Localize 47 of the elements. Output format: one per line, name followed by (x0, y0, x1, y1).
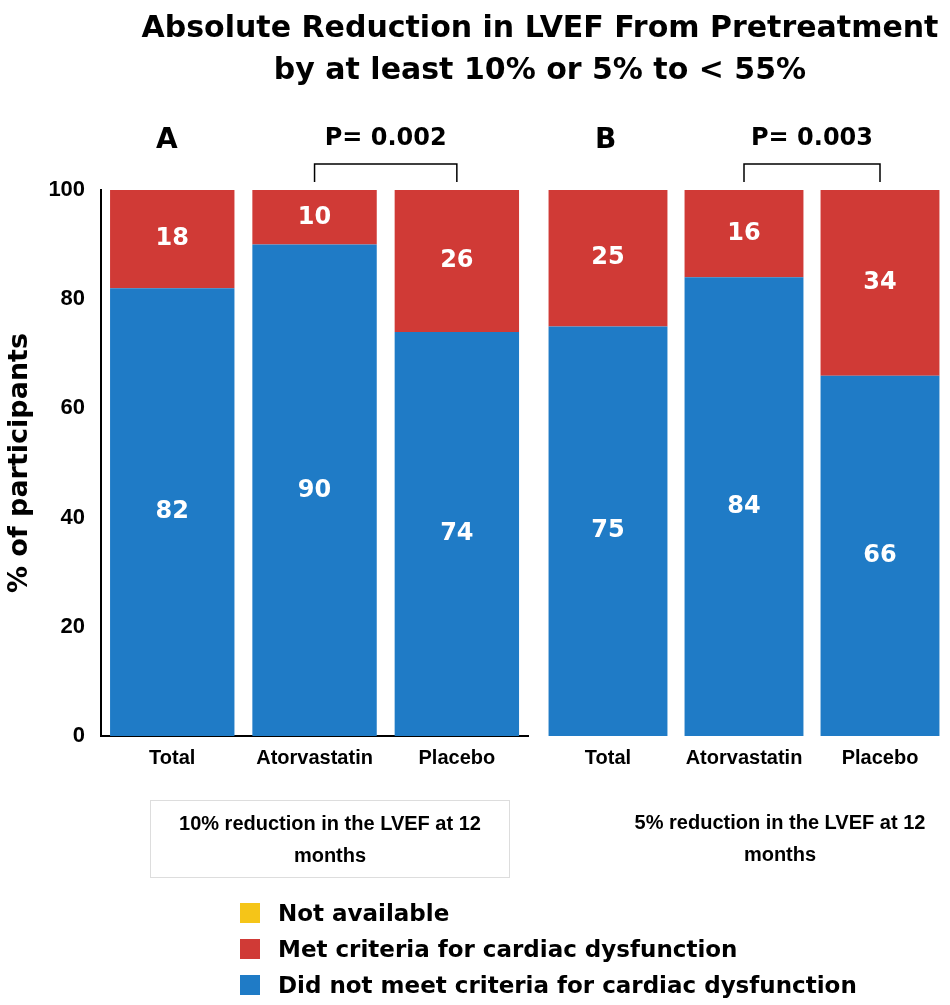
y-tick-label: 20 (60, 612, 86, 638)
data-label: 10 (297, 201, 332, 230)
data-label: 90 (297, 474, 332, 503)
x-tick-label: Placebo (418, 745, 496, 768)
x-tick-label: Placebo (841, 745, 919, 768)
x-tick-label: Atorvastatin (685, 745, 803, 768)
bar (548, 190, 668, 327)
bar (252, 190, 377, 245)
data-label: 75 (591, 515, 625, 544)
data-label: 66 (863, 540, 897, 569)
legend-label: Did not meet criteria for cardiac dysfunction (278, 972, 857, 998)
x-tick-label: Total (584, 745, 632, 768)
bar (684, 277, 804, 736)
y-axis-title: % of participants (2, 332, 34, 594)
legend-label: Met criteria for cardiac dysfunction (278, 936, 738, 962)
y-tick-label: 80 (60, 285, 86, 311)
bar (394, 190, 520, 332)
bar (820, 190, 940, 376)
data-label: 84 (727, 490, 761, 519)
bar (394, 331, 520, 736)
text: P= 0.003 (751, 123, 873, 151)
y-tick-label: 40 (60, 503, 86, 529)
x-tick-label: Atorvastatin (256, 745, 373, 768)
y-tick-label: 100 (48, 176, 86, 202)
bar (820, 375, 940, 736)
y-tick-label: 0 (72, 722, 86, 748)
data-label: 18 (155, 223, 189, 252)
chart-subtitle: A (156, 122, 179, 155)
data-label: 74 (440, 518, 474, 547)
x-tick-label: Total (149, 745, 196, 768)
legend-label: Not available (278, 900, 450, 926)
y-tick-label: 60 (60, 394, 86, 420)
bar (110, 288, 235, 736)
data-label: 34 (863, 267, 897, 296)
bar (548, 326, 668, 736)
chart-subtitle: B (595, 122, 617, 155)
chart-title: Absolute Reduction in LVEF From Pretreatment by at least 10% or 5% to < 55% (140, 8, 940, 88)
bar (110, 190, 235, 289)
data-label: 26 (440, 245, 474, 274)
data-label: 16 (727, 217, 761, 246)
data-label: 25 (591, 242, 625, 271)
text: P= 0.002 (324, 123, 447, 151)
bar (252, 244, 377, 736)
bar (684, 190, 804, 278)
data-label: 82 (155, 496, 189, 525)
x-axis-title: 5% reduction in the LVEF at 12 months (633, 810, 927, 867)
x-axis-title: 10% reduction in the LVEF at 12 months (150, 800, 510, 878)
